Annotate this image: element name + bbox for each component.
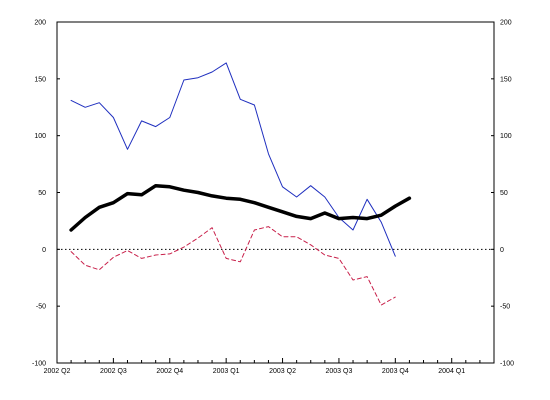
y-tick-label-left: 100 xyxy=(34,133,46,140)
y-tick-label-left: 0 xyxy=(42,247,46,254)
y-tick-label-right: 150 xyxy=(500,76,512,83)
y-tick-label-right: -100 xyxy=(500,361,514,368)
y-tick-label-right: 100 xyxy=(500,133,512,140)
y-tick-label-right: -50 xyxy=(500,304,510,311)
plot-frame xyxy=(56,21,495,364)
y-tick-label-right: 0 xyxy=(500,247,504,254)
x-tick-label: 2004 Q1 xyxy=(438,368,465,375)
y-tick-label-left: -50 xyxy=(36,304,46,311)
x-tick-label: 2002 Q4 xyxy=(156,368,183,375)
y-tick-label-right: 200 xyxy=(500,20,512,27)
y-tick-label-left: -100 xyxy=(32,361,46,368)
y-tick-label-left: 50 xyxy=(38,190,46,197)
y-tick-label-left: 200 xyxy=(34,20,46,27)
x-tick-label: 2002 Q3 xyxy=(100,368,127,375)
y-tick-label-right: 50 xyxy=(500,190,508,197)
series-line-thin xyxy=(70,62,396,257)
x-tick-label: 2002 Q2 xyxy=(44,368,71,375)
x-tick-label: 2003 Q2 xyxy=(269,368,296,375)
x-tick-label: 2003 Q4 xyxy=(382,368,409,375)
series-line-dashed xyxy=(70,226,396,306)
series-line-thick xyxy=(69,183,412,232)
x-tick-label: 2003 Q1 xyxy=(213,368,240,375)
x-tick-label: 2003 Q3 xyxy=(326,368,353,375)
y-tick-label-left: 150 xyxy=(34,76,46,83)
